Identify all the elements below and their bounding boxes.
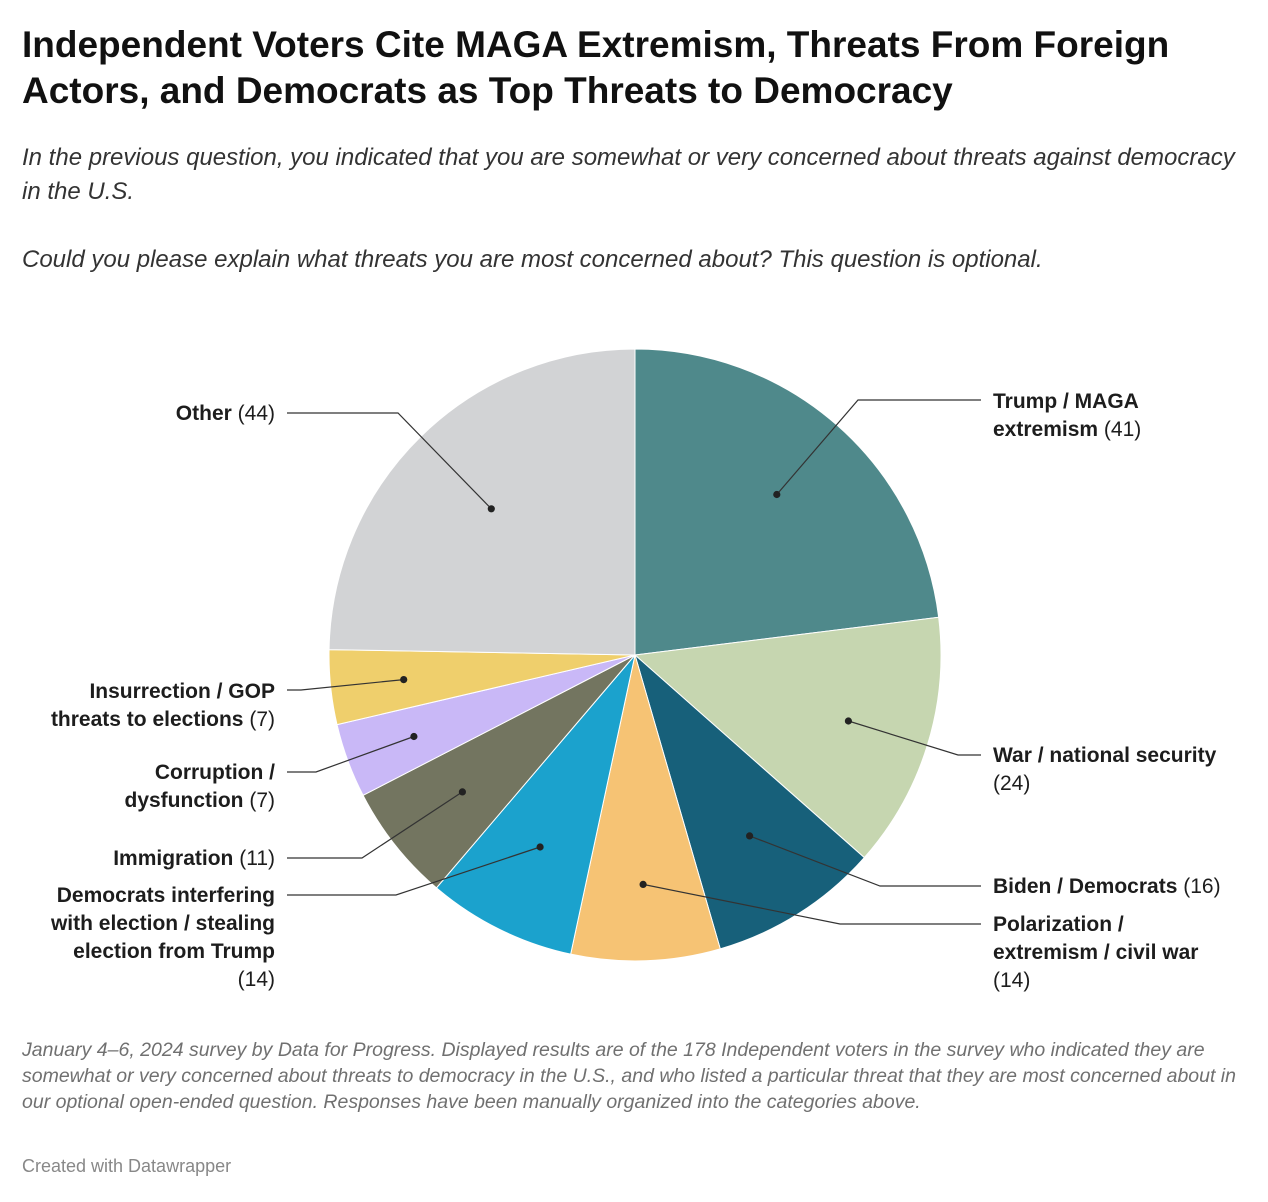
leader-dot	[746, 832, 754, 840]
leader-line	[642, 883, 981, 925]
slice-label-value: (7)	[244, 789, 276, 812]
leader-line	[749, 835, 981, 887]
slice-label: Democrats interfering with election / ste…	[50, 884, 275, 991]
slice-label-value: (41)	[1098, 418, 1141, 441]
leader-dot	[639, 880, 647, 889]
pie-slice	[634, 348, 940, 656]
leader-dot	[400, 676, 408, 684]
slice-label-value: (7)	[244, 708, 276, 731]
pie-slice	[634, 653, 866, 950]
slice-label-name: election from Trump	[73, 940, 275, 963]
leader-dot	[458, 788, 466, 796]
subtitle-line-2: Could you please explain what threats yo…	[22, 246, 1043, 273]
slice-label-name: Democrats interfering	[57, 884, 275, 907]
slice-label-name: Trump / MAGA	[993, 390, 1139, 413]
slice-label: War / national security (24)	[993, 744, 1217, 795]
slice-label-name: War / national security	[993, 744, 1217, 767]
slice-label-name: Insurrection / GOP	[89, 680, 275, 703]
slice-label-name: Corruption /	[155, 761, 275, 784]
leader-line	[848, 720, 981, 756]
chart-credit: Created with Datawrapper	[22, 1156, 232, 1176]
leader-dot	[487, 505, 495, 513]
pie-chart: Trump / MAGA extremism (41) War / national…	[50, 348, 1221, 992]
pie-slices	[328, 348, 942, 962]
slice-label-value: (14)	[993, 969, 1030, 992]
slice-label-name: dysfunction	[125, 789, 244, 812]
slice-label-name: Biden / Democrats	[993, 875, 1177, 898]
leader-dot	[844, 717, 853, 725]
slice-label-name: Other	[176, 402, 232, 425]
chart-title: Independent Voters Cite MAGA Extremism, …	[22, 24, 1170, 111]
slice-label-name: extremism	[993, 418, 1098, 441]
chart-notes: January 4–6, 2024 survey by Data for Pro…	[22, 1039, 1236, 1113]
slice-label: Corruption / dysfunction (7)	[125, 761, 276, 812]
leader-line	[287, 412, 492, 510]
slice-label-name: with election / stealing	[50, 912, 275, 935]
slice-label-value: (11)	[233, 847, 275, 870]
slice-label: Insurrection / GOP threats to elections (…	[51, 680, 275, 731]
pie-slice	[328, 348, 636, 656]
slice-label-name: Polarization /	[993, 913, 1124, 936]
slice-label-name: extremism / civil war	[993, 941, 1198, 964]
slice-label: Other (44)	[176, 402, 275, 425]
slice-label: Polarization / extremism / civil war (14)	[993, 913, 1198, 992]
leader-line	[287, 735, 415, 773]
slice-label-value: (16)	[1177, 875, 1220, 898]
slice-label-value: (14)	[238, 968, 275, 991]
slice-label-name: threats to elections	[51, 708, 244, 731]
slice-label-name: Immigration	[113, 847, 233, 870]
leader-line	[287, 846, 541, 896]
leader-line	[287, 679, 404, 691]
chart-subtitle: In the previous question, you indicated …	[22, 141, 1242, 311]
pie-slice	[362, 654, 636, 889]
leader-line	[776, 399, 981, 495]
slice-label-value: (24)	[993, 772, 1030, 795]
slice-label: Trump / MAGA extremism (41)	[993, 390, 1141, 441]
pie-leader-lines	[287, 399, 981, 925]
pie-slice	[570, 654, 721, 962]
pie-slice	[435, 654, 636, 955]
subtitle-line-1: In the previous question, you indicated …	[22, 144, 1235, 205]
slice-label: Biden / Democrats (16)	[993, 875, 1221, 898]
leader-dot	[410, 732, 418, 741]
slice-label-value: (44)	[232, 402, 275, 425]
leader-line	[287, 791, 463, 859]
slice-label: Immigration (11)	[113, 847, 275, 870]
leader-dot	[536, 843, 544, 851]
pie-labels: Trump / MAGA extremism (41) War / national…	[50, 390, 1221, 992]
leader-dot	[773, 490, 781, 499]
